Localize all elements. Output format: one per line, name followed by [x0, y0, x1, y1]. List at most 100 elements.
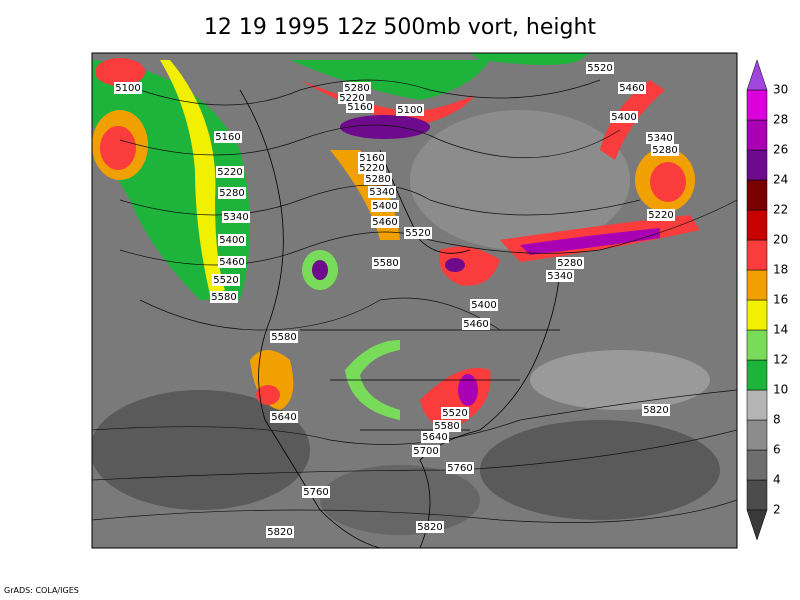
contour-label: 5460	[463, 319, 488, 330]
contour-label: 5280	[652, 145, 677, 156]
contour-label-box	[651, 144, 679, 156]
contour-label: 5340	[547, 271, 572, 282]
contour-label: 5460	[372, 217, 397, 228]
contour-label-box	[266, 526, 294, 538]
contour-label: 5220	[359, 163, 384, 174]
contour-label-box	[372, 257, 400, 269]
vort-area	[470, 53, 590, 65]
contour-label: 5520	[587, 63, 612, 74]
vort-area	[650, 162, 686, 202]
contour-label-box	[358, 162, 386, 174]
contour-label: 5400	[471, 300, 496, 311]
colorbar-segment	[746, 269, 768, 301]
vort-area	[458, 374, 478, 406]
vort-area	[439, 246, 500, 286]
vort-area	[300, 80, 475, 125]
contour-label: 5280	[557, 258, 582, 269]
vort-area	[312, 260, 328, 280]
contour-label: 5760	[303, 487, 328, 498]
contour-label-box	[371, 200, 399, 212]
contour-label-box	[218, 234, 246, 246]
shade	[92, 390, 310, 510]
contour-label: 5760	[447, 463, 472, 474]
contour-label: 5340	[647, 133, 672, 144]
footer: GrADS: COLA/IGES	[4, 586, 79, 595]
contour-label-box	[358, 152, 386, 164]
contour-label-box	[433, 420, 461, 432]
contour-label-box	[114, 82, 142, 94]
shade	[480, 420, 720, 520]
contour-label: 5820	[267, 527, 292, 538]
contour-label-box	[404, 227, 432, 239]
contour-label: 5640	[271, 412, 296, 423]
contour-label-box	[302, 486, 330, 498]
contour-label: 5520	[442, 408, 467, 419]
title: 12 19 1995 12z 500mb vort, height	[204, 15, 597, 40]
contour-label: 5160	[215, 132, 240, 143]
colorbar-label: 12	[773, 353, 788, 367]
colorbar-segment	[746, 239, 768, 271]
contour-label-box	[218, 256, 246, 268]
colorbar-segment	[746, 389, 768, 421]
contour-label: 5460	[619, 83, 644, 94]
contour-label: 5640	[422, 432, 447, 443]
map-frame	[91, 52, 738, 549]
contour-label: 5160	[359, 153, 384, 164]
contour-label-box	[270, 331, 298, 343]
colorbar-segment	[746, 419, 768, 451]
shade	[530, 350, 710, 410]
contour-label-box	[421, 431, 449, 443]
shade	[410, 110, 630, 250]
colorbar-low	[746, 509, 768, 541]
contour-label-box	[646, 132, 674, 144]
contour-label-box	[642, 404, 670, 416]
colorbar-label: 20	[773, 233, 788, 247]
contour-label-box	[412, 445, 440, 457]
contour-label: 5400	[372, 201, 397, 212]
vort-area	[345, 340, 400, 420]
contour-label-box	[343, 82, 371, 94]
colorbar-label: 24	[773, 173, 788, 187]
contour-label-box	[368, 186, 396, 198]
colorbar-segment	[746, 299, 768, 331]
shade	[320, 465, 480, 535]
vort-area	[290, 60, 490, 100]
vort-area	[256, 385, 280, 405]
contour-label-box	[216, 166, 244, 178]
colorbar-label: 6	[773, 443, 781, 457]
contour-label-box	[610, 111, 638, 123]
colorbar-segment	[746, 329, 768, 361]
contour-label: 5820	[417, 522, 442, 533]
contour-label-box	[212, 274, 240, 286]
contour-label-box	[462, 318, 490, 330]
contour-label: 5220	[217, 167, 242, 178]
contour-label: 5280	[365, 174, 390, 185]
contour-label-box	[270, 411, 298, 423]
colorbar-label: 28	[773, 113, 788, 127]
contour-label: 5460	[219, 257, 244, 268]
colorbar-segment	[746, 89, 768, 121]
contour-label: 5580	[434, 421, 459, 432]
contour-label: 5520	[405, 228, 430, 239]
contour-label-box	[546, 270, 574, 282]
contour-label-box	[210, 291, 238, 303]
contour-label-box	[222, 211, 250, 223]
colorbar-segment	[746, 119, 768, 151]
colorbar-label: 4	[773, 473, 781, 487]
colorbar-label: 22	[773, 203, 788, 217]
contour-label-box	[371, 216, 399, 228]
contour-label: 5580	[373, 258, 398, 269]
contour-label-box	[396, 104, 424, 116]
vort-area	[100, 126, 136, 170]
contour-label: 5280	[219, 188, 244, 199]
colorbar-segment	[746, 449, 768, 481]
colorbar-label: 10	[773, 383, 788, 397]
contour-label-box	[346, 101, 374, 113]
map	[91, 52, 738, 549]
colorbar-segment	[746, 209, 768, 241]
coastlines	[239, 89, 561, 548]
contour-label-box	[446, 462, 474, 474]
